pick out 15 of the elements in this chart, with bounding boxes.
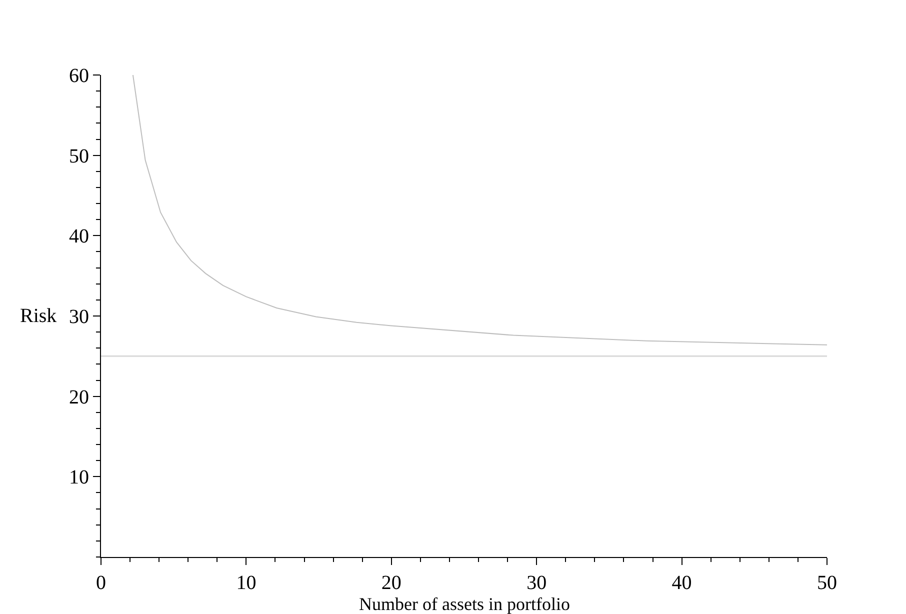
x-tick-label: 30	[526, 572, 547, 594]
y-tick-label: 10	[69, 466, 89, 489]
y-tick-label: 40	[69, 226, 89, 248]
x-tick-label: 0	[96, 572, 106, 594]
x-axis-title: Number of assets in portfolio	[359, 594, 570, 614]
x-tick-label: 40	[672, 572, 692, 594]
x-tick-label: 50	[817, 572, 837, 594]
x-tick-label: 20	[381, 572, 402, 594]
y-tick-label: 50	[69, 145, 89, 168]
y-tick-label: 20	[69, 386, 89, 408]
y-tick-label: 30	[69, 306, 89, 328]
y-tick-label: 60	[69, 65, 89, 87]
y-axis-title: Risk	[20, 305, 57, 327]
x-tick-label: 10	[236, 572, 256, 594]
line-series	[132, 75, 827, 346]
